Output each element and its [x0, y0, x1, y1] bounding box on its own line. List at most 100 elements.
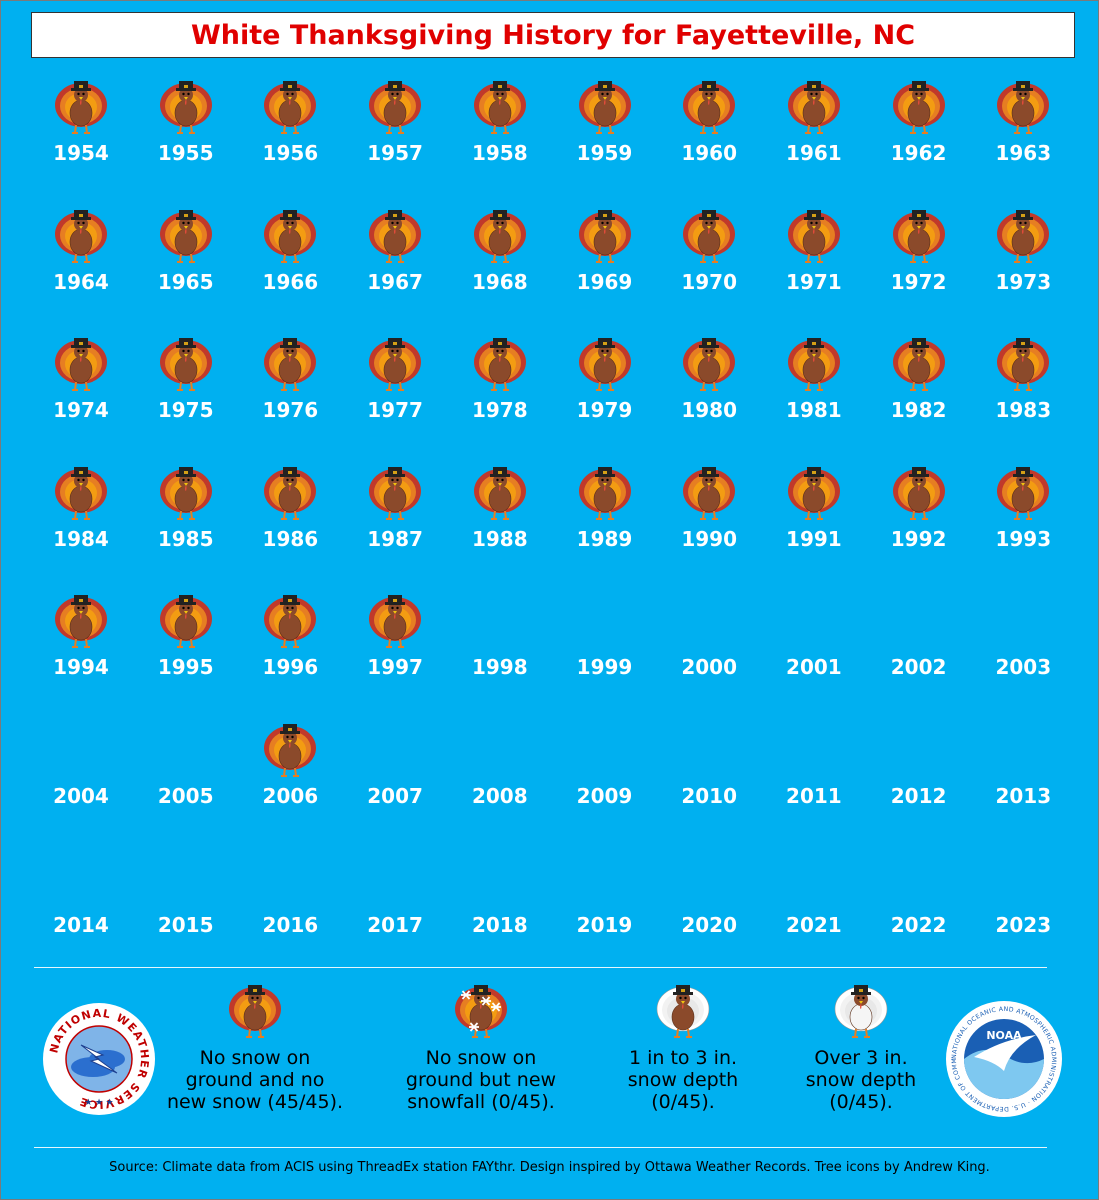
year-label: 2012	[890, 784, 947, 808]
turkey-light-snow-icon	[656, 985, 710, 1038]
turkey-icon	[892, 338, 945, 392]
year-cell: 2000	[657, 585, 761, 713]
turkey-icon	[892, 466, 945, 520]
year-label: 1979	[576, 398, 633, 423]
year-cell: 1991	[762, 457, 866, 585]
year-cell: 2002	[867, 585, 971, 713]
year-label: 1997	[367, 655, 423, 680]
year-label: 1996	[262, 655, 319, 680]
year-label: 1955	[157, 141, 214, 165]
year-cell: 2016	[238, 843, 342, 971]
turkey-icon	[578, 466, 631, 520]
turkey-icon	[369, 209, 422, 263]
legend-text-line: new snow (45/45).	[166, 1091, 344, 1113]
year-label: 2023	[995, 912, 1052, 937]
turkey-icon	[55, 595, 107, 649]
year-label: 2003	[995, 655, 1052, 680]
year-cell: 1975	[134, 328, 238, 456]
year-label: 2016	[262, 912, 319, 937]
legend-text-line: No snow on	[199, 1047, 311, 1069]
year-label: 2006	[262, 784, 319, 808]
year-label: 1999	[576, 655, 633, 680]
turkey-icon	[683, 209, 736, 263]
year-cell: 2006	[238, 714, 342, 842]
turkey-icon	[264, 724, 317, 777]
turkey-icon	[369, 81, 422, 134]
year-label: 1983	[995, 398, 1052, 423]
year-cell: 2015	[134, 843, 238, 971]
legend-item: No snow on ground and no new snow (45/45).	[155, 979, 355, 1113]
year-label: 1975	[157, 398, 214, 423]
divider-bottom	[34, 1147, 1047, 1148]
page-title: White Thanksgiving History for Fayettevi…	[31, 12, 1075, 58]
turkey-icon	[683, 81, 736, 134]
year-label: 2013	[995, 784, 1052, 808]
year-cell: 1969	[553, 200, 657, 328]
turkey-icon	[473, 466, 526, 520]
year-label: 1993	[995, 526, 1052, 551]
year-cell: 1980	[657, 328, 761, 456]
year-label: 2000	[681, 655, 738, 680]
divider-top	[34, 967, 1047, 968]
year-label: 1990	[681, 526, 738, 551]
year-cell: 1977	[343, 328, 447, 456]
noaa-logo: NOAA NATIONAL OCEANIC AND ATMOSPHERIC AD…	[944, 999, 1062, 1117]
turkey-icon	[369, 338, 422, 392]
year-label: 1961	[786, 141, 842, 165]
year-label: 2010	[681, 784, 738, 808]
year-label: 2021	[786, 912, 842, 937]
year-cell: 1982	[867, 328, 971, 456]
year-cell: 2017	[343, 843, 447, 971]
year-cell: 1996	[238, 585, 342, 713]
year-label: 1967	[367, 269, 423, 294]
year-label: 1989	[576, 526, 633, 551]
turkey-icon	[473, 338, 526, 392]
turkey-icon	[264, 81, 317, 134]
year-cell: 1998	[448, 585, 552, 713]
legend-text-line: ground but new	[405, 1069, 557, 1091]
year-label: 1980	[681, 398, 738, 423]
turkey-icon	[55, 209, 107, 263]
year-label: 2017	[367, 912, 423, 937]
year-label: 1998	[471, 655, 528, 680]
year-cell: 1974	[29, 328, 133, 456]
nws-logo: NATIONAL WEATHER SERVICE ★ ★ ★	[43, 1003, 155, 1115]
year-label: 2008	[471, 784, 528, 808]
turkey-icon	[264, 595, 317, 649]
year-label: 1985	[157, 526, 214, 551]
turkey-icon	[473, 209, 526, 263]
year-cell: 2003	[971, 585, 1075, 713]
year-label: 1982	[890, 398, 947, 423]
legend-item: No snow on ground but new snowfall (0/45).	[381, 979, 581, 1113]
year-label: 1984	[53, 526, 109, 551]
year-cell: 1999	[553, 585, 657, 713]
year-cell: 1992	[867, 457, 971, 585]
turkey-icon	[787, 466, 840, 520]
year-cell: 1963	[971, 71, 1075, 199]
year-cell: 1995	[134, 585, 238, 713]
year-label: 1963	[995, 141, 1052, 165]
turkey-icon	[997, 338, 1050, 392]
year-cell: 1955	[134, 71, 238, 199]
legend-text-line: Over 3 in.	[814, 1047, 908, 1069]
year-cell: 2008	[448, 714, 552, 842]
turkey-icon	[159, 338, 212, 392]
turkey-icon	[264, 338, 317, 392]
year-label: 1959	[576, 141, 633, 165]
year-label: 2014	[53, 912, 109, 937]
legend-text-line: snow depth	[805, 1069, 917, 1091]
year-cell: 2005	[134, 714, 238, 842]
year-label: 1973	[995, 269, 1052, 294]
year-label: 1994	[53, 655, 109, 680]
year-cell: 1967	[343, 200, 447, 328]
year-cell: 1986	[238, 457, 342, 585]
year-cell: 1960	[657, 71, 761, 199]
year-label: 1971	[786, 269, 842, 294]
turkey-icon	[578, 81, 631, 134]
year-label: 2002	[890, 655, 947, 680]
year-label: 2004	[53, 784, 109, 808]
legend-text-line: (0/45).	[651, 1091, 715, 1113]
turkey-icon	[683, 338, 736, 392]
year-cell: 2020	[657, 843, 761, 971]
year-cell: 2009	[553, 714, 657, 842]
